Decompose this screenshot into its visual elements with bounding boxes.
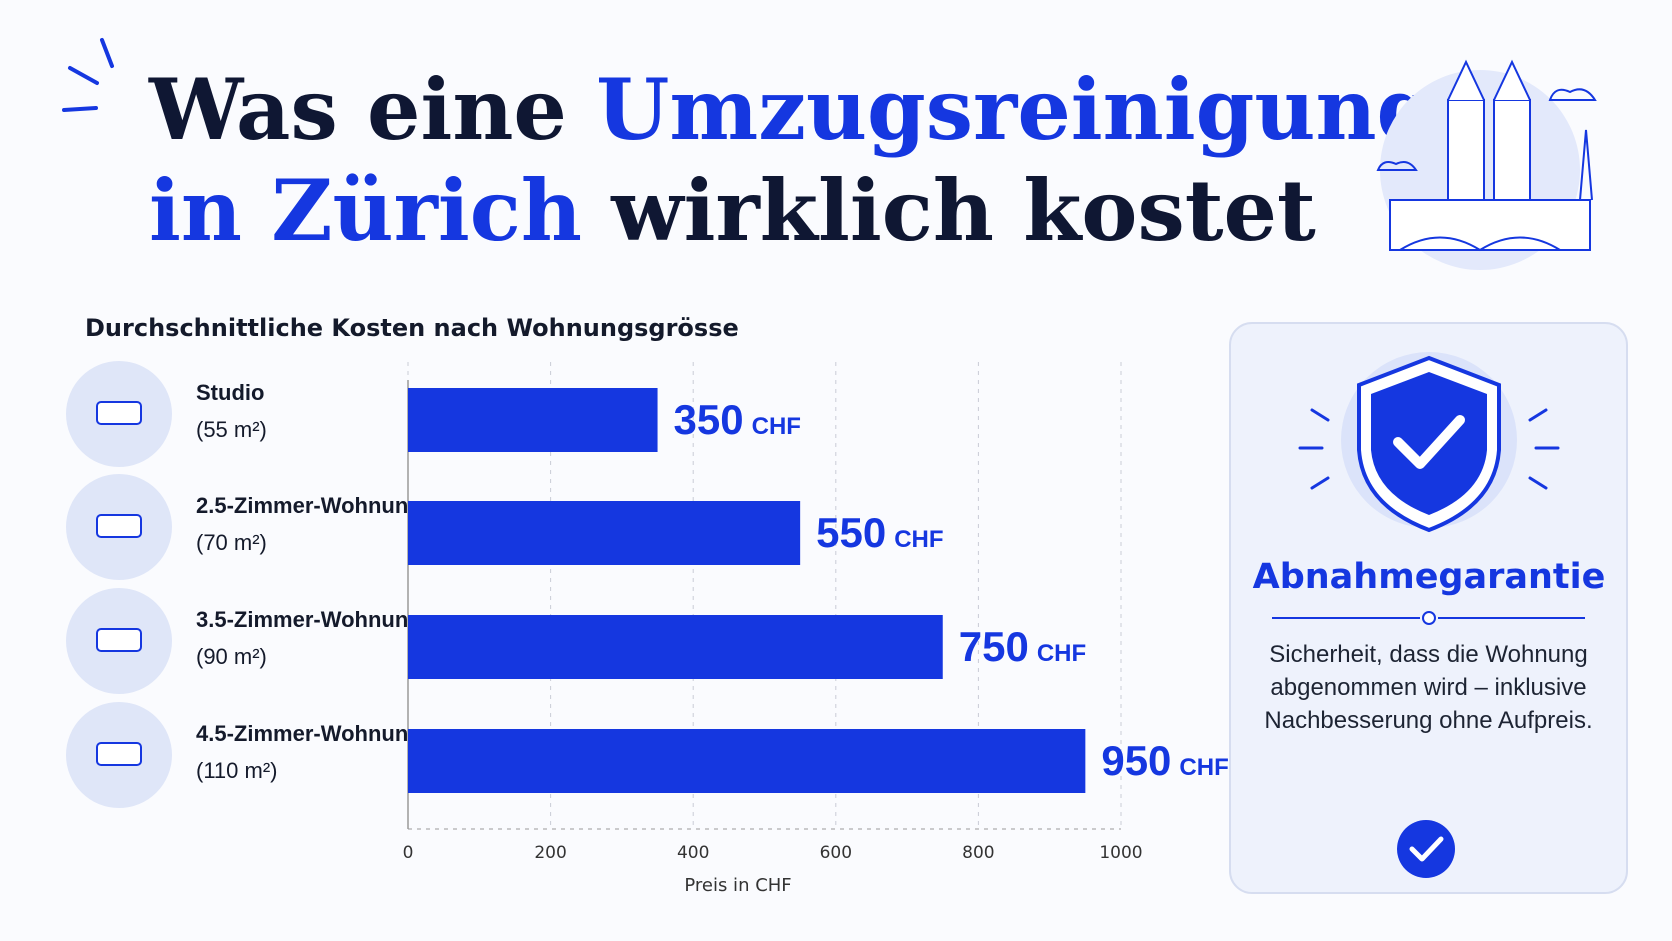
- x-tick-label: 800: [962, 843, 994, 863]
- value-unit: CHF: [1179, 754, 1228, 781]
- zurich-illustration: [1376, 59, 1597, 270]
- icon-glyph: [96, 742, 142, 766]
- category-label: Studio: [196, 380, 264, 405]
- title-part: Was eine: [148, 60, 567, 159]
- card-text: Sicherheit, dass die Wohnung abgenommen …: [1264, 641, 1593, 734]
- title-part: wirklich kostet: [610, 161, 1316, 260]
- x-tick-label: 0: [403, 843, 414, 863]
- card-divider: [1272, 611, 1585, 625]
- category-sublabel: (55 m²): [196, 417, 267, 442]
- chart-subtitle: Durchschnittliche Kosten nach Wohnungsgr…: [85, 314, 739, 342]
- value-number: 550: [816, 509, 886, 556]
- title-line-2: in Zürich wirklich kostet: [149, 161, 1316, 260]
- category-sublabel: (110 m²): [196, 758, 278, 783]
- category-label: 3.5-Zimmer-Wohnung: [196, 607, 422, 632]
- value-label: 750 CHF: [959, 623, 1086, 670]
- x-tick-label: 600: [820, 843, 852, 863]
- category-label: 2.5-Zimmer-Wohnung: [196, 493, 422, 518]
- bar: [408, 729, 1086, 793]
- guarantee-card: [1229, 322, 1628, 894]
- accent-strokes: [62, 38, 114, 112]
- value-label: 950 CHF: [1101, 737, 1228, 784]
- category-label: 4.5-Zimmer-Wohnung: [196, 721, 422, 746]
- card-check: [1397, 820, 1455, 878]
- title-part: Umzugsreinigung: [596, 60, 1435, 159]
- bar: [408, 501, 801, 565]
- x-tick-label: 200: [534, 843, 566, 863]
- x-tick-label: 400: [677, 843, 709, 863]
- card-title: Abnahmegarantie: [1253, 557, 1606, 597]
- value-unit: CHF: [1037, 640, 1086, 667]
- x-tick-label: 1000: [1099, 843, 1142, 863]
- icon-glyph: [96, 514, 142, 538]
- icon-glyph: [96, 401, 142, 425]
- bar: [408, 388, 658, 452]
- title-line-1: Was eine Umzugsreinigung: [148, 60, 1435, 159]
- value-label: 550 CHF: [816, 509, 943, 556]
- value-label: 350 CHF: [674, 396, 801, 443]
- x-axis-label: Preis in CHF: [684, 875, 791, 896]
- icon-glyph: [96, 628, 142, 652]
- title-part: in Zürich: [149, 161, 582, 260]
- value-number: 950: [1101, 737, 1171, 784]
- bar: [408, 615, 943, 679]
- category-sublabel: (90 m²): [196, 644, 267, 669]
- value-number: 350: [674, 396, 744, 443]
- shield-icon: [1298, 352, 1560, 533]
- value-number: 750: [959, 623, 1029, 670]
- value-unit: CHF: [752, 413, 801, 440]
- category-sublabel: (70 m²): [196, 530, 267, 555]
- value-unit: CHF: [894, 526, 943, 553]
